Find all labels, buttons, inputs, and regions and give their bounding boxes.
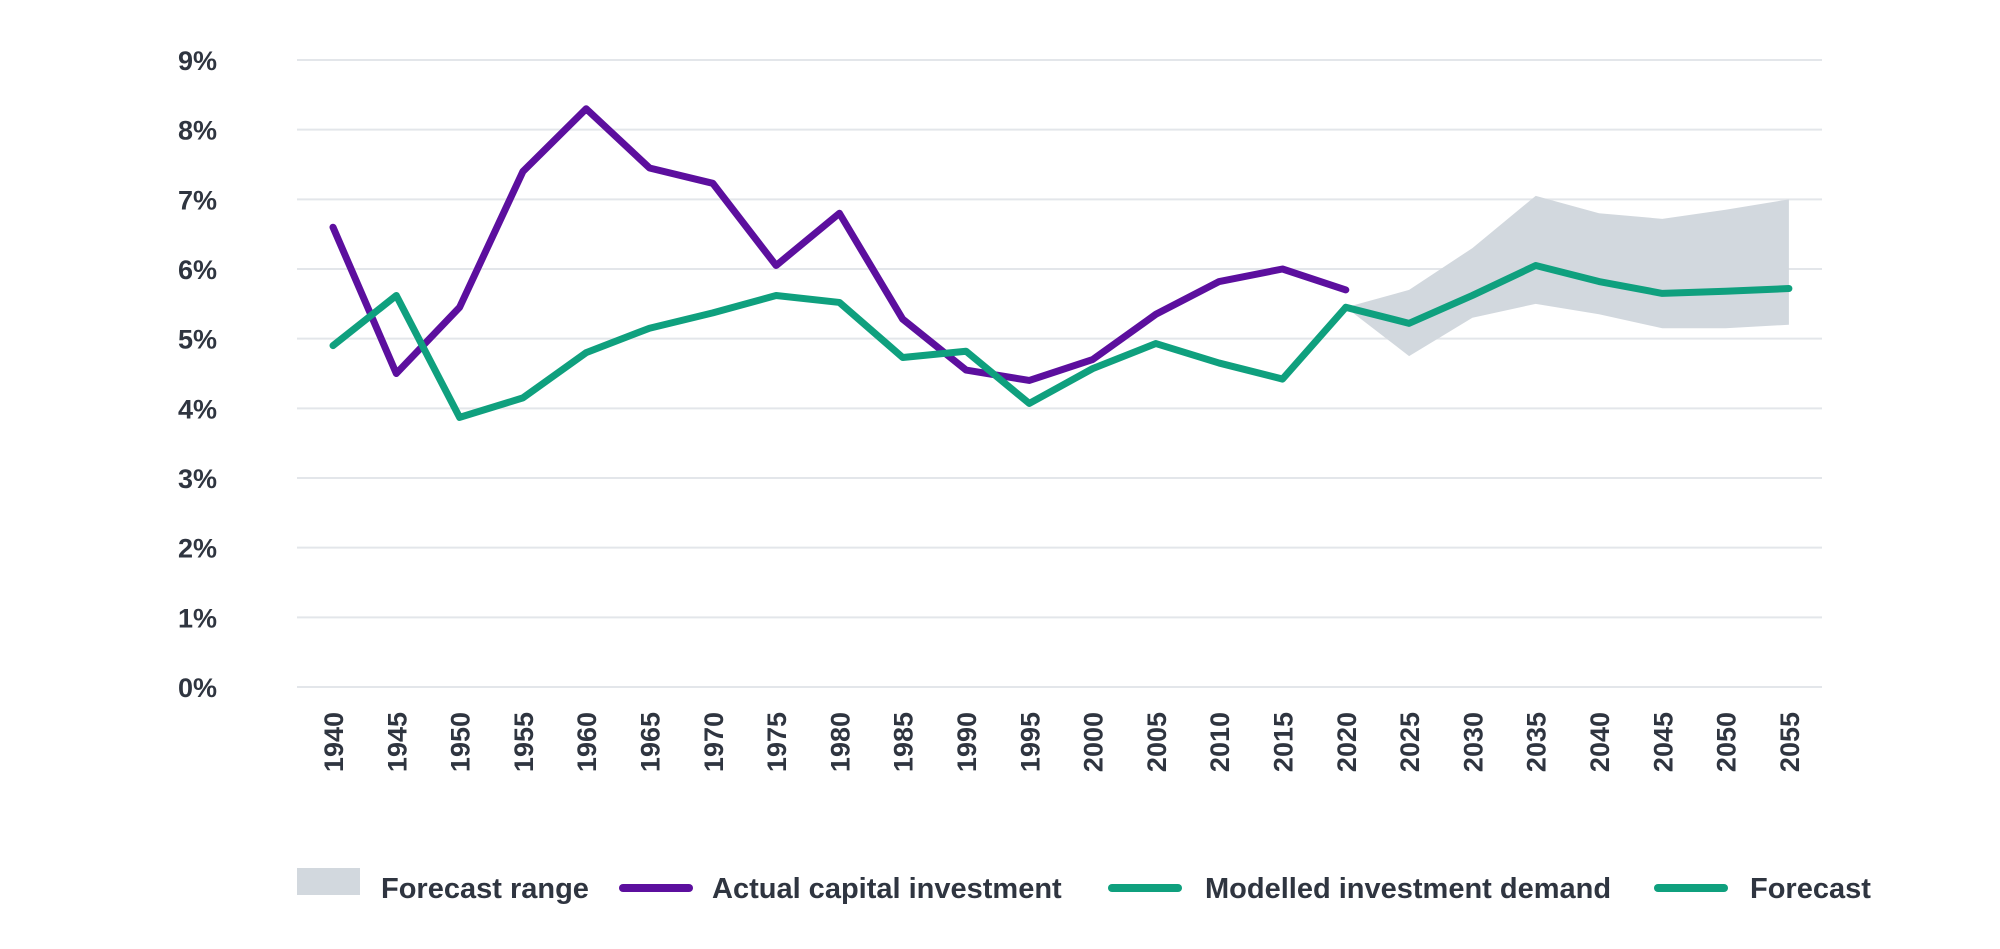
x-tick-label: 1980	[825, 712, 855, 772]
x-tick-label: 2010	[1205, 712, 1235, 772]
x-tick-label: 1945	[382, 712, 412, 772]
x-axis: 1940 1945 1950 1955 1960 1965 1970 1975 1980 1985…	[319, 712, 1805, 772]
legend-label-actual-capital-investment: Actual capital investment	[712, 873, 1062, 905]
y-tick-label: 6%	[178, 255, 217, 285]
x-tick-label: 1955	[509, 712, 539, 772]
y-tick-label: 8%	[178, 116, 217, 146]
y-tick-label: 7%	[178, 185, 217, 215]
legend-swatch-forecast-range	[297, 868, 360, 895]
legend-label-forecast: Forecast	[1750, 873, 1871, 905]
x-tick-label: 2055	[1775, 712, 1805, 772]
x-tick-label: 2045	[1648, 712, 1678, 772]
x-tick-label: 2000	[1079, 712, 1109, 772]
y-tick-label: 3%	[178, 464, 217, 494]
y-axis: 0% 1% 2% 3% 4% 5% 6% 7% 8% 9%	[178, 46, 217, 703]
y-tick-label: 5%	[178, 325, 217, 355]
x-tick-label: 2015	[1269, 712, 1299, 772]
legend-label-modelled-investment-demand: Modelled investment demand	[1205, 873, 1611, 905]
x-tick-label: 1950	[446, 712, 476, 772]
x-tick-label: 2020	[1332, 712, 1362, 772]
series-line-actual-capital-investment	[329, 105, 1350, 384]
y-tick-label: 4%	[178, 394, 217, 424]
legend-item-actual-capital-investment: Actual capital investment	[619, 873, 1062, 905]
legend-item-forecast-range: Forecast range	[297, 868, 589, 905]
x-tick-label: 1965	[636, 712, 666, 772]
x-tick-label: 1940	[319, 712, 349, 772]
x-tick-label: 1975	[762, 712, 792, 772]
series-line-modelled-investment-demand	[329, 291, 1350, 421]
series-line-forecast	[1342, 262, 1793, 327]
x-tick-label: 1985	[889, 712, 919, 772]
gridlines	[297, 59, 1822, 688]
x-tick-label: 1995	[1015, 712, 1045, 772]
x-tick-label: 2050	[1712, 712, 1742, 772]
series-layer	[329, 105, 1793, 421]
legend: Forecast range Actual capital investment M…	[297, 868, 1871, 905]
x-tick-label: 2040	[1585, 712, 1615, 772]
x-tick-label: 1970	[699, 712, 729, 772]
x-tick-label: 1990	[952, 712, 982, 772]
x-tick-label: 2035	[1522, 712, 1552, 772]
x-tick-label: 2030	[1458, 712, 1488, 772]
x-tick-label: 2025	[1395, 712, 1425, 772]
legend-label-forecast-range: Forecast range	[381, 873, 589, 905]
legend-item-modelled-investment-demand: Modelled investment demand	[1108, 873, 1611, 905]
x-tick-label: 2005	[1142, 712, 1172, 772]
y-tick-label: 9%	[178, 46, 217, 76]
y-tick-label: 0%	[178, 673, 217, 703]
legend-item-forecast: Forecast	[1654, 873, 1871, 905]
x-tick-label: 1960	[572, 712, 602, 772]
y-tick-label: 2%	[178, 534, 217, 564]
y-tick-label: 1%	[178, 603, 217, 633]
